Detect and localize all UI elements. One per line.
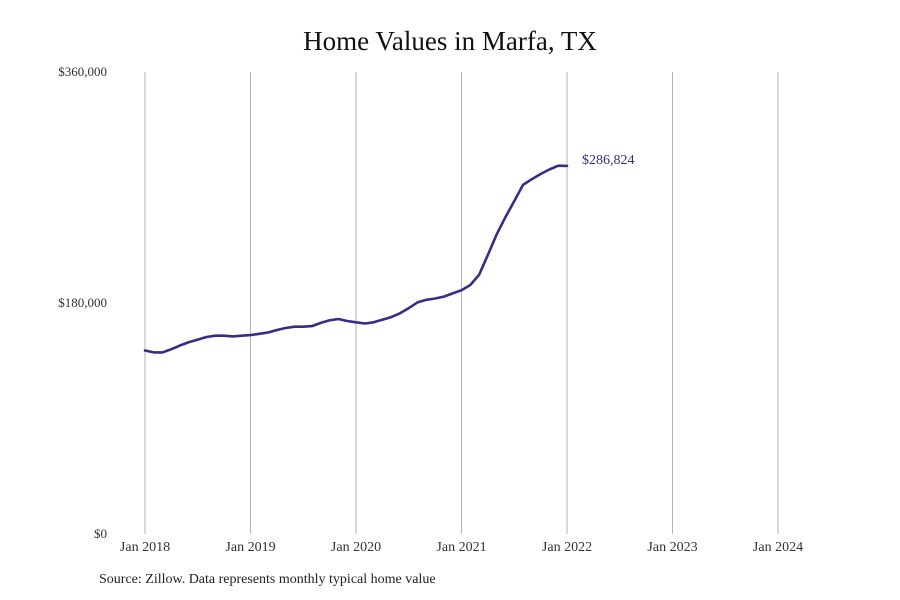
y-tick-label: $180,000: [58, 295, 107, 310]
x-tick-label: Jan 2021: [436, 540, 486, 555]
series-line-group: [143, 164, 569, 354]
x-tick-label: Jan 2020: [331, 540, 381, 555]
x-tick-label: Jan 2024: [753, 540, 803, 555]
y-tick-label: $0: [94, 526, 107, 541]
source-note: Source: Zillow. Data represents monthly …: [99, 572, 436, 587]
y-axis-ticks: $0 $180,000 $360,000: [58, 64, 107, 541]
x-axis-ticks: Jan 2018 Jan 2019 Jan 2020 Jan 2021 Jan 2022…: [120, 540, 803, 555]
x-tick-label: Jan 2019: [225, 540, 275, 555]
vertical-grid: [144, 72, 779, 534]
x-tick-label: Jan 2018: [120, 540, 170, 555]
x-tick-label: Jan 2022: [542, 540, 592, 555]
y-tick-label: $360,000: [58, 64, 107, 79]
chart-title: Home Values in Marfa, TX: [303, 26, 597, 56]
home-value-line: [143, 164, 569, 354]
end-value-label: $286,824: [582, 153, 635, 168]
end-value-label-group: $286,824: [582, 153, 635, 168]
x-tick-label: Jan 2023: [647, 540, 697, 555]
